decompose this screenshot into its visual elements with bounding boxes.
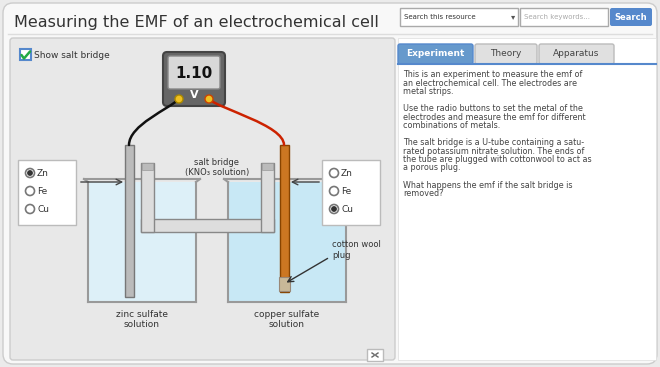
Bar [322, 160, 380, 225]
Text: electrodes and measure the emf for different: electrodes and measure the emf for diffe… [403, 113, 585, 121]
FancyBboxPatch shape [168, 56, 220, 89]
FancyBboxPatch shape [163, 52, 225, 106]
Bar [398, 38, 656, 360]
Text: Apparatus: Apparatus [553, 50, 600, 58]
Bar [18, 160, 76, 225]
Text: Theory: Theory [490, 50, 521, 58]
Bar [400, 8, 518, 26]
Text: Fe: Fe [341, 186, 351, 196]
Bar [88, 182, 196, 302]
FancyBboxPatch shape [10, 38, 395, 360]
Circle shape [205, 95, 213, 103]
Text: ▾: ▾ [511, 12, 515, 22]
Bar [228, 182, 346, 302]
Text: Cu: Cu [341, 204, 353, 214]
Text: rated potassium nitrate solution. The ends of: rated potassium nitrate solution. The en… [403, 146, 584, 156]
Text: a porous plug.: a porous plug. [403, 164, 461, 172]
Circle shape [26, 186, 34, 196]
Text: Zn: Zn [37, 168, 49, 178]
Text: What happens the emf if the salt bridge is: What happens the emf if the salt bridge … [403, 181, 572, 189]
Text: Use the radio buttons to set the metal of the: Use the radio buttons to set the metal o… [403, 104, 583, 113]
Bar [262, 163, 273, 170]
Text: cotton wool
plug: cotton wool plug [332, 240, 381, 260]
Text: zinc sulfate
solution: zinc sulfate solution [116, 310, 168, 330]
Text: 1.10: 1.10 [176, 66, 213, 81]
Circle shape [329, 204, 339, 214]
FancyBboxPatch shape [475, 44, 537, 64]
Circle shape [26, 204, 34, 214]
Circle shape [28, 171, 32, 175]
Text: The salt bridge is a U-tube containing a satu-: The salt bridge is a U-tube containing a… [403, 138, 584, 147]
Bar [520, 8, 608, 26]
Text: Search: Search [614, 12, 647, 22]
Text: Cu: Cu [37, 204, 49, 214]
Text: Zn: Zn [341, 168, 353, 178]
Text: Search this resource: Search this resource [404, 14, 476, 20]
Text: combinations of metals.: combinations of metals. [403, 121, 500, 130]
FancyBboxPatch shape [3, 3, 657, 364]
Text: metal strips.: metal strips. [403, 87, 453, 96]
Circle shape [175, 95, 183, 103]
Text: V: V [189, 90, 198, 100]
Text: This is an experiment to measure the emf of: This is an experiment to measure the emf… [403, 70, 582, 79]
Bar [141, 219, 274, 232]
Bar [367, 349, 383, 361]
Circle shape [26, 168, 34, 178]
Bar [141, 163, 154, 232]
Bar [279, 277, 290, 291]
FancyBboxPatch shape [610, 8, 652, 26]
Bar [280, 145, 289, 292]
FancyBboxPatch shape [539, 44, 614, 64]
Text: Experiment: Experiment [407, 50, 465, 58]
Text: Show salt bridge: Show salt bridge [34, 51, 110, 59]
Text: an electrochemical cell. The electrodes are: an electrochemical cell. The electrodes … [403, 79, 577, 87]
Circle shape [329, 186, 339, 196]
Circle shape [332, 207, 336, 211]
Bar [20, 49, 31, 60]
Bar [142, 163, 153, 170]
Text: the tube are plugged with cottonwool to act as: the tube are plugged with cottonwool to … [403, 155, 591, 164]
Bar [261, 163, 274, 232]
Circle shape [329, 168, 339, 178]
Text: salt bridge
(KNO₃ solution): salt bridge (KNO₃ solution) [185, 158, 249, 177]
Text: Fe: Fe [37, 186, 48, 196]
FancyBboxPatch shape [398, 44, 473, 64]
Text: copper sulfate
solution: copper sulfate solution [254, 310, 319, 330]
Text: removed?: removed? [403, 189, 444, 198]
Text: Measuring the EMF of an electrochemical cell: Measuring the EMF of an electrochemical … [14, 15, 379, 29]
Bar [125, 145, 134, 297]
Text: Search keywords...: Search keywords... [524, 14, 590, 20]
